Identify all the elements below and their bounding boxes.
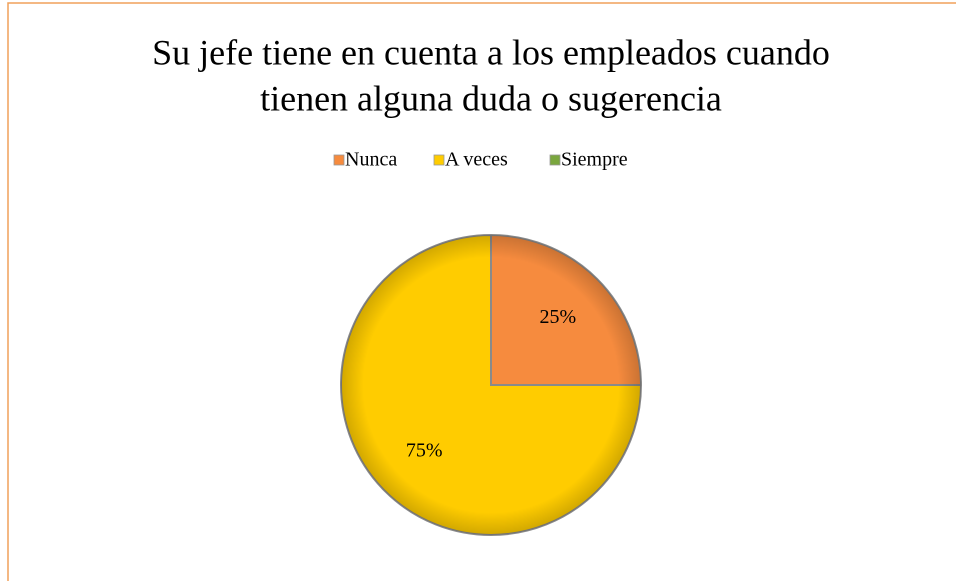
- data-label: 25%: [539, 306, 576, 328]
- chart-title: tienen alguna duda o sugerencia: [260, 78, 722, 118]
- chart-title: Su jefe tiene en cuenta a los empleados …: [152, 32, 830, 72]
- legend-swatch: [333, 154, 345, 166]
- legend-swatch: [549, 154, 561, 166]
- legend-label: A veces: [445, 149, 508, 171]
- frame: [7, 2, 956, 581]
- data-label: 75%: [406, 439, 443, 461]
- legend-swatch: [433, 154, 445, 166]
- legend-label: Nunca: [345, 149, 397, 171]
- legend-label: Siempre: [561, 149, 628, 171]
